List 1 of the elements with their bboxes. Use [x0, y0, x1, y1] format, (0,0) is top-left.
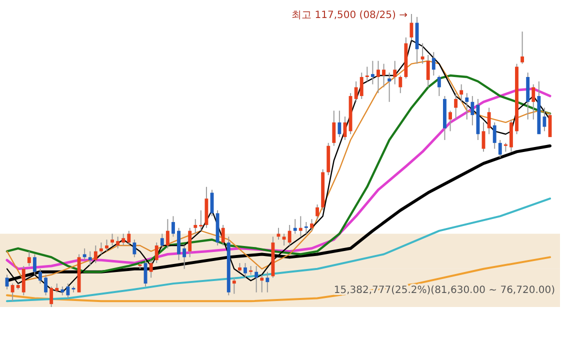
- annotation: 최고 117,500 (08/25) →: [292, 10, 408, 21]
